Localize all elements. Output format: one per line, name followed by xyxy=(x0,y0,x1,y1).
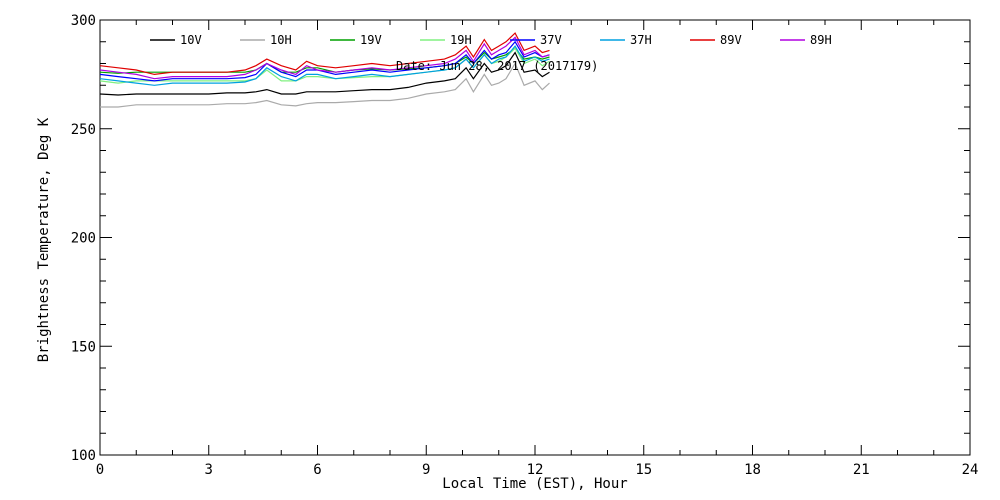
x-tick-labels: 0 3 6 9 12 15 18 21 24 xyxy=(96,462,979,478)
x-tick-label: 3 xyxy=(205,462,213,478)
axis-ticks xyxy=(99,19,971,456)
series-line-37v xyxy=(99,40,550,82)
series-line-19h xyxy=(99,47,550,84)
y-tick-labels: 100 150 200 250 300 xyxy=(71,13,96,464)
legend-label: 19V xyxy=(360,33,382,47)
x-tick-label: 0 xyxy=(96,462,104,478)
series-line-89h xyxy=(99,36,550,80)
series-line-10v xyxy=(99,51,550,96)
legend-label: 89H xyxy=(810,33,832,47)
y-tick-label: 200 xyxy=(71,231,96,247)
legend-label: 37V xyxy=(540,33,562,47)
legend: 10V 10H 19V 19H 37V 37H 89V 89H xyxy=(150,33,832,47)
legend-label: 10V xyxy=(180,33,202,47)
x-tick-label: 21 xyxy=(853,462,870,478)
y-tick-label: 100 xyxy=(71,448,96,464)
plot-frame xyxy=(99,19,971,456)
legend-label: 89V xyxy=(720,33,742,47)
x-tick-label: 24 xyxy=(962,462,979,478)
y-tick-label: 300 xyxy=(71,13,96,29)
legend-label: 10H xyxy=(270,33,292,47)
x-tick-label: 15 xyxy=(635,462,652,478)
series-lines xyxy=(99,32,550,108)
legend-label: 19H xyxy=(450,33,472,47)
series-line-37h xyxy=(99,45,550,86)
y-axis-label: Brightness Temperature, Deg K xyxy=(36,117,52,362)
legend-label: 37H xyxy=(630,33,652,47)
x-axis-label: Local Time (EST), Hour xyxy=(442,476,627,492)
x-tick-label: 9 xyxy=(422,462,430,478)
y-tick-label: 150 xyxy=(71,339,96,355)
series-line-10h xyxy=(100,62,550,108)
x-tick-label: 6 xyxy=(313,462,321,478)
annotation-date: Date: Jun 28, 2017 (2017179) xyxy=(396,59,598,73)
y-tick-label: 250 xyxy=(71,122,96,138)
x-tick-label: 12 xyxy=(527,462,544,478)
series-line-89v xyxy=(99,32,550,76)
x-tick-label: 18 xyxy=(744,462,761,478)
